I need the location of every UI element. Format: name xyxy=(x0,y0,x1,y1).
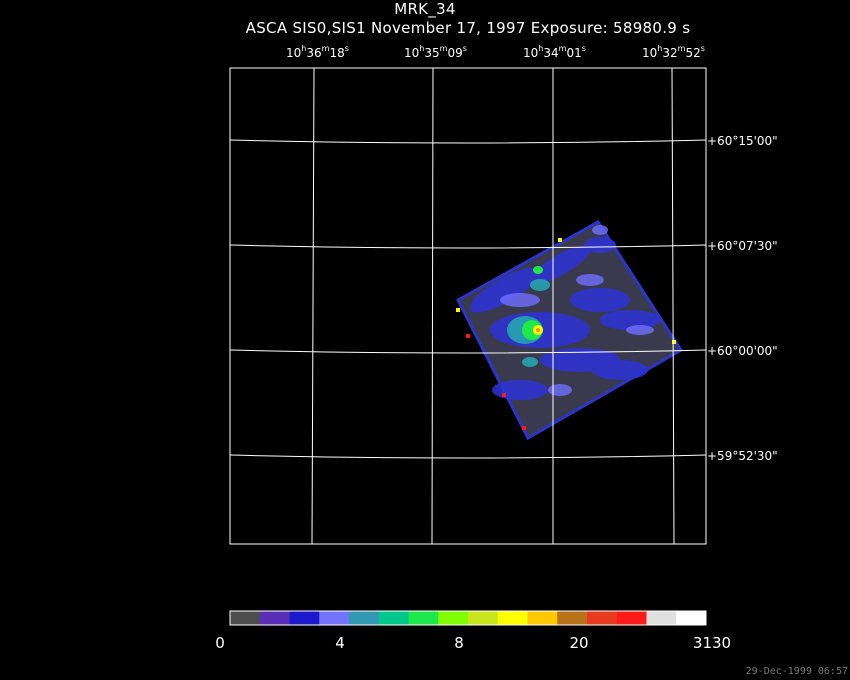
dec-grid-line xyxy=(229,139,707,144)
dec-grid-line xyxy=(229,454,707,459)
colorbar-tick-label: 8 xyxy=(454,634,464,652)
dec-tick-label: +60°07'30" xyxy=(707,239,778,253)
source-hotspot xyxy=(536,328,540,332)
colorbar-swatch xyxy=(616,611,647,625)
ra-grid-line xyxy=(311,67,315,545)
colorbar-frame xyxy=(229,610,707,626)
dec-tick-label: +59°52'30" xyxy=(707,449,778,463)
colorbar-swatch xyxy=(408,611,439,625)
dec-grid-line xyxy=(229,244,707,249)
colorbar-tick-label: 0 xyxy=(215,634,225,652)
image-title: MRK_34 xyxy=(394,0,456,18)
ra-tick-label: 10h35m09s xyxy=(404,44,467,60)
emission-speckle-green xyxy=(522,266,543,340)
colorbar-swatch xyxy=(497,611,528,625)
colorbar-swatch xyxy=(646,611,677,625)
coordinate-grid xyxy=(229,67,707,545)
timestamp: 29-Dec-1999 06:57 xyxy=(745,666,848,677)
dec-tick-label: +60°15'00" xyxy=(707,134,778,148)
colorbar-swatch xyxy=(527,611,558,625)
colorbar-swatch xyxy=(587,611,618,625)
colorbar-swatch xyxy=(259,611,290,625)
ra-grid-line xyxy=(431,67,434,545)
ra-tick-label: 10h34m01s xyxy=(523,44,586,60)
xray-source-region xyxy=(456,220,684,441)
colorbar-tick-label: 4 xyxy=(335,634,345,652)
emission-speckle-light xyxy=(500,225,654,396)
edge-noise xyxy=(466,334,526,430)
edge-noise-yellow xyxy=(456,238,676,344)
colorbar-swatch xyxy=(468,611,499,625)
colorbar-swatch xyxy=(349,611,380,625)
colorbar-swatch xyxy=(230,611,261,625)
colorbar-swatch xyxy=(319,611,350,625)
colorbar-swatch xyxy=(438,611,469,625)
colorbar-swatch xyxy=(378,611,409,625)
plot-frame xyxy=(229,67,707,545)
ra-grid-line xyxy=(671,67,675,545)
dec-grid-line xyxy=(229,349,707,354)
image-subtitle: ASCA SIS0,SIS1 November 17, 1997 Exposur… xyxy=(245,19,691,37)
colorbar-tick-label: 20 xyxy=(569,634,589,652)
colorbar xyxy=(229,610,707,626)
colorbar-tick-label: 3130 xyxy=(692,634,732,652)
colorbar-swatch xyxy=(557,611,588,625)
ra-tick-label: 10h36m18s xyxy=(286,44,349,60)
ra-tick-label: 10h32m52s xyxy=(642,44,705,60)
dec-tick-label: +60°00'00" xyxy=(707,344,778,358)
colorbar-swatch xyxy=(289,611,320,625)
colorbar-swatch xyxy=(676,611,707,625)
